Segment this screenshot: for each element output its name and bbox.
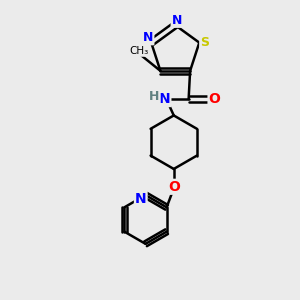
Text: S: S (200, 35, 209, 49)
Text: N: N (172, 14, 182, 27)
Text: N: N (135, 192, 147, 206)
Text: N: N (159, 92, 170, 106)
Text: O: O (208, 92, 220, 106)
Text: N: N (143, 32, 154, 44)
Text: H: H (149, 90, 160, 103)
Text: O: O (168, 180, 180, 194)
Text: CH₃: CH₃ (129, 46, 148, 56)
